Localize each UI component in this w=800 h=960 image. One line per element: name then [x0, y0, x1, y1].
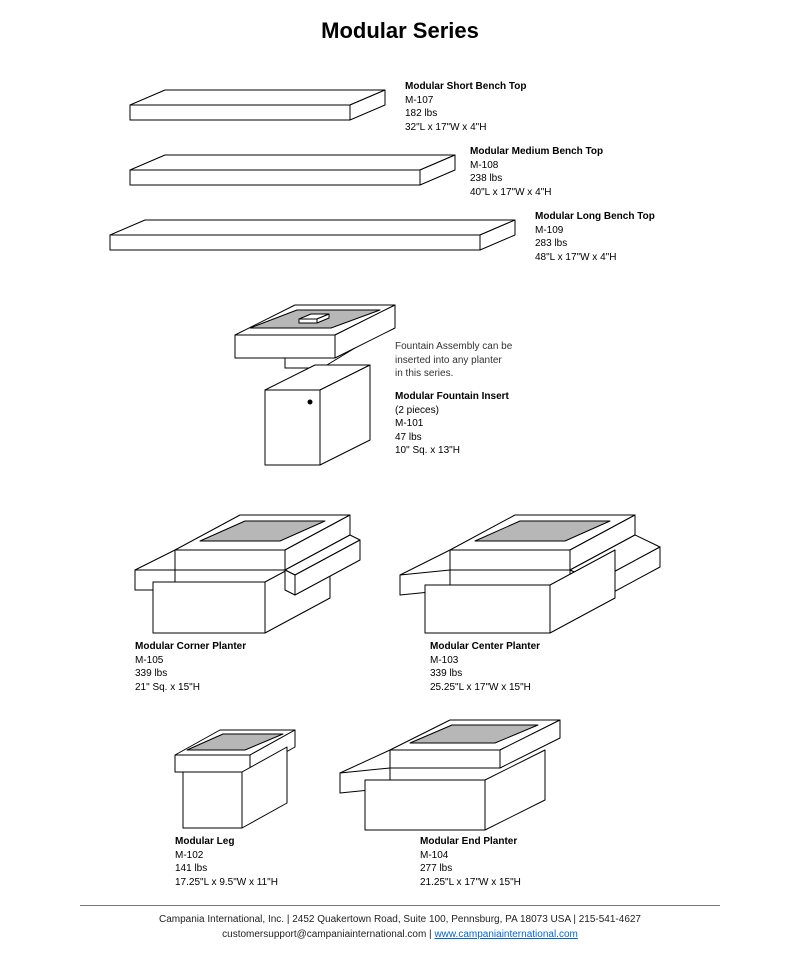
item-sku: M-109: [535, 224, 655, 238]
medium-bench-spec: Modular Medium Bench Top M-108 238 lbs 4…: [470, 145, 603, 199]
item-sku: M-103: [430, 654, 540, 668]
item-sku: M-101: [395, 417, 509, 431]
footer-line1: Campania International, Inc. | 2452 Quak…: [159, 914, 641, 925]
item-sku: M-107: [405, 94, 526, 108]
item-sku: M-108: [470, 159, 603, 173]
center-spec: Modular Center Planter M-103 339 lbs 25.…: [430, 640, 540, 694]
fountain-spec: Modular Fountain Insert (2 pieces) M-101…: [395, 390, 509, 458]
leg-spec: Modular Leg M-102 141 lbs 17.25"L x 9.5"…: [175, 835, 278, 889]
footer: Campania International, Inc. | 2452 Quak…: [0, 912, 800, 942]
item-weight: 47 lbs: [395, 431, 509, 445]
leg-drawing: [175, 720, 305, 840]
item-name: Modular Fountain Insert: [395, 390, 509, 404]
item-dims: 21.25"L x 17"W x 15"H: [420, 876, 521, 890]
corner-spec: Modular Corner Planter M-105 339 lbs 21"…: [135, 640, 246, 694]
item-weight: 339 lbs: [135, 667, 246, 681]
item-weight: 141 lbs: [175, 862, 278, 876]
item-weight: 339 lbs: [430, 667, 540, 681]
end-spec: Modular End Planter M-104 277 lbs 21.25"…: [420, 835, 521, 889]
item-name: Modular Center Planter: [430, 640, 540, 654]
item-dims: 48"L x 17"W x 4"H: [535, 251, 655, 265]
corner-planter-drawing: [135, 505, 365, 645]
item-pieces: (2 pieces): [395, 404, 509, 418]
item-dims: 17.25"L x 9.5"W x 11"H: [175, 876, 278, 890]
item-name: Modular Short Bench Top: [405, 80, 526, 94]
catalog-page: Modular Series Modular Short Bench Top M…: [0, 0, 800, 960]
footer-email: customersupport@campaniainternational.co…: [222, 929, 434, 940]
item-weight: 277 lbs: [420, 862, 521, 876]
footer-link[interactable]: www.campaniainternational.com: [434, 929, 577, 940]
long-bench-spec: Modular Long Bench Top M-109 283 lbs 48"…: [535, 210, 655, 264]
item-dims: 21" Sq. x 15"H: [135, 681, 246, 695]
item-sku: M-102: [175, 849, 278, 863]
fountain-note: Fountain Assembly can be inserted into a…: [395, 340, 512, 381]
short-bench-spec: Modular Short Bench Top M-107 182 lbs 32…: [405, 80, 526, 134]
center-planter-drawing: [400, 505, 670, 645]
item-sku: M-104: [420, 849, 521, 863]
end-planter-drawing: [340, 710, 570, 840]
item-sku: M-105: [135, 654, 246, 668]
page-title: Modular Series: [0, 18, 800, 44]
item-weight: 283 lbs: [535, 237, 655, 251]
item-weight: 238 lbs: [470, 172, 603, 186]
long-bench-drawing: [110, 210, 525, 260]
item-dims: 10" Sq. x 13"H: [395, 444, 509, 458]
item-name: Modular Leg: [175, 835, 278, 849]
item-weight: 182 lbs: [405, 107, 526, 121]
item-name: Modular End Planter: [420, 835, 521, 849]
item-name: Modular Corner Planter: [135, 640, 246, 654]
fountain-drawing: [225, 295, 405, 475]
item-name: Modular Medium Bench Top: [470, 145, 603, 159]
footer-rule: [80, 905, 720, 906]
short-bench-drawing: [130, 80, 390, 130]
item-dims: 25.25"L x 17"W x 15"H: [430, 681, 540, 695]
medium-bench-drawing: [130, 145, 460, 195]
item-dims: 40"L x 17"W x 4"H: [470, 186, 603, 200]
item-dims: 32"L x 17"W x 4"H: [405, 121, 526, 135]
item-name: Modular Long Bench Top: [535, 210, 655, 224]
